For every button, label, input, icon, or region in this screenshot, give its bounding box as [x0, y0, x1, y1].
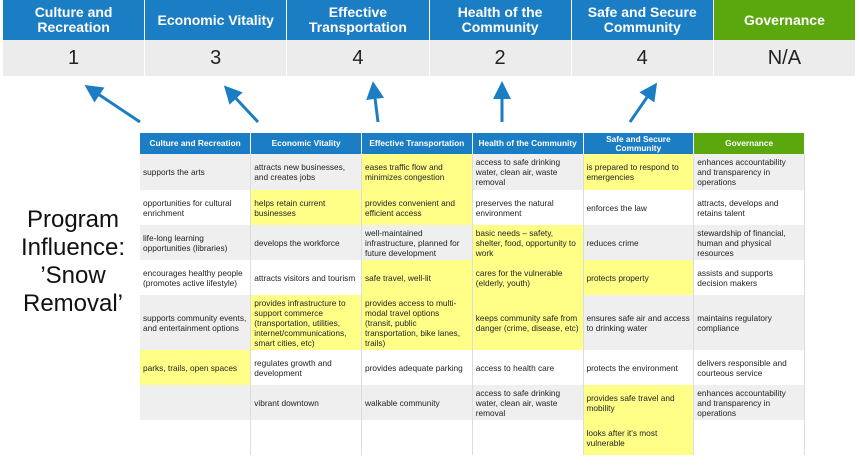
table-cell: encourages healthy people (promotes acti… — [140, 260, 252, 295]
table-cell: life-long learning opportunities (librar… — [140, 225, 252, 260]
table-cell: enforces the law — [583, 190, 695, 225]
table-cell: preserves the natural environment — [472, 190, 584, 225]
table-cell: ensures safe air and access to drinking … — [583, 295, 695, 350]
table-cell: protects the environment — [583, 350, 695, 385]
table-cell: enhances accountability and transparency… — [693, 154, 805, 190]
table-cell: delivers responsible and courteous servi… — [693, 350, 805, 385]
table-cell: access to safe drinking water, clean air… — [472, 385, 584, 420]
highlighted-cell: is prepared to respond to emergencies — [583, 154, 695, 190]
table-header: Safe and Secure Community — [583, 133, 695, 154]
table-header: Governance — [693, 133, 805, 154]
table-cell — [693, 420, 805, 455]
table-row: life-long learning opportunities (librar… — [140, 225, 805, 260]
table-cell: provides adequate parking — [361, 350, 473, 385]
category-score: 2 — [429, 40, 572, 76]
table-header: Economic Vitality — [250, 133, 362, 154]
table-cell: attracts new businesses, and creates job… — [250, 154, 362, 190]
table-cell: develops the workforce — [250, 225, 362, 260]
table-cell: supports the arts — [140, 154, 252, 190]
arrow-icon — [223, 85, 260, 124]
table-cell — [361, 420, 473, 455]
table-row: vibrant downtown walkable community access… — [140, 385, 805, 420]
table-cell: reduces crime — [583, 225, 695, 260]
table-cell: access to health care — [472, 350, 584, 385]
table-row: parks, trails, open spaces regulates grow… — [140, 350, 805, 385]
table-cell: attracts, develops and retains talent — [693, 190, 805, 225]
category-header: Health of the Community — [429, 0, 572, 40]
highlighted-cell: basic needs – safety, shelter, food, opp… — [472, 225, 584, 260]
influence-table: Culture and Recreation Economic Vitality E… — [140, 133, 805, 455]
category-header: Safe and Secure Community — [571, 0, 714, 40]
table-cell — [140, 385, 252, 420]
category-header: Governance — [713, 0, 856, 40]
category-score: 3 — [145, 40, 288, 76]
table-row: supports community events, and entertain… — [140, 295, 805, 350]
category-score: 4 — [287, 40, 430, 76]
highlighted-cell: keeps community safe from danger (crime,… — [472, 295, 584, 350]
table-cell: access to safe drinking water, clean air… — [472, 154, 584, 190]
highlighted-cell: safe travel, well-lit — [361, 260, 473, 295]
category-header: Economic Vitality — [145, 0, 288, 40]
table-cell — [140, 420, 252, 455]
table-cell: regulates growth and development — [250, 350, 362, 385]
highlighted-cell: provides safe travel and mobility — [583, 385, 695, 420]
table-row: supports the arts attracts new businesses… — [140, 154, 805, 190]
table-cell: attracts visitors and tourism — [250, 260, 362, 295]
summary-grid: Culture and Recreation Economic Vitality E… — [3, 0, 856, 76]
program-title: Program Influence: ’Snow Removal’ — [20, 206, 126, 317]
table-row: encourages healthy people (promotes acti… — [140, 260, 805, 295]
table-cell — [472, 420, 584, 455]
table-row: looks after it's most vulnerable — [140, 420, 805, 455]
table-cell: opportunities for cultural enrichment — [140, 190, 252, 225]
table-cell: stewardship of financial, human and phys… — [693, 225, 805, 260]
highlighted-cell: eases traffic flow and minimizes congest… — [361, 154, 473, 190]
table-header: Health of the Community — [472, 133, 584, 154]
arrow-icon — [628, 82, 658, 123]
category-header: Effective Transportation — [287, 0, 430, 40]
table-cell: maintains regulatory compliance — [693, 295, 805, 350]
table-cell: walkable community — [361, 385, 473, 420]
table-cell: well-maintained infrastructure, planned … — [361, 225, 473, 260]
highlighted-cell: helps retain current businesses — [250, 190, 362, 225]
table-cell: assists and supports decision makers — [693, 260, 805, 295]
category-score: 1 — [3, 40, 146, 76]
highlighted-cell: provides access to multi-modal travel op… — [361, 295, 473, 350]
category-header: Culture and Recreation — [3, 0, 146, 40]
highlighted-cell: provides convenient and efficient access — [361, 190, 473, 225]
highlighted-cell: cares for the vulnerable (elderly, youth… — [472, 260, 584, 295]
table-row: opportunities for cultural enrichment hel… — [140, 190, 805, 225]
category-score: N/A — [713, 40, 856, 76]
category-score: 4 — [571, 40, 714, 76]
highlighted-cell: parks, trails, open spaces — [140, 350, 252, 385]
arrow-icon — [84, 85, 141, 124]
table-cell: supports community events, and entertain… — [140, 295, 252, 350]
table-cell: enhances accountability and transparency… — [693, 385, 805, 420]
table-cell: vibrant downtown — [250, 385, 362, 420]
table-header: Effective Transportation — [361, 133, 473, 154]
arrow-icon — [366, 81, 385, 123]
table-cell — [250, 420, 362, 455]
highlighted-cell: looks after it's most vulnerable — [583, 420, 695, 455]
highlighted-cell: protects property — [583, 260, 695, 295]
table-header: Culture and Recreation — [140, 133, 252, 154]
highlighted-cell: provides infrastructure to support comme… — [250, 295, 362, 350]
